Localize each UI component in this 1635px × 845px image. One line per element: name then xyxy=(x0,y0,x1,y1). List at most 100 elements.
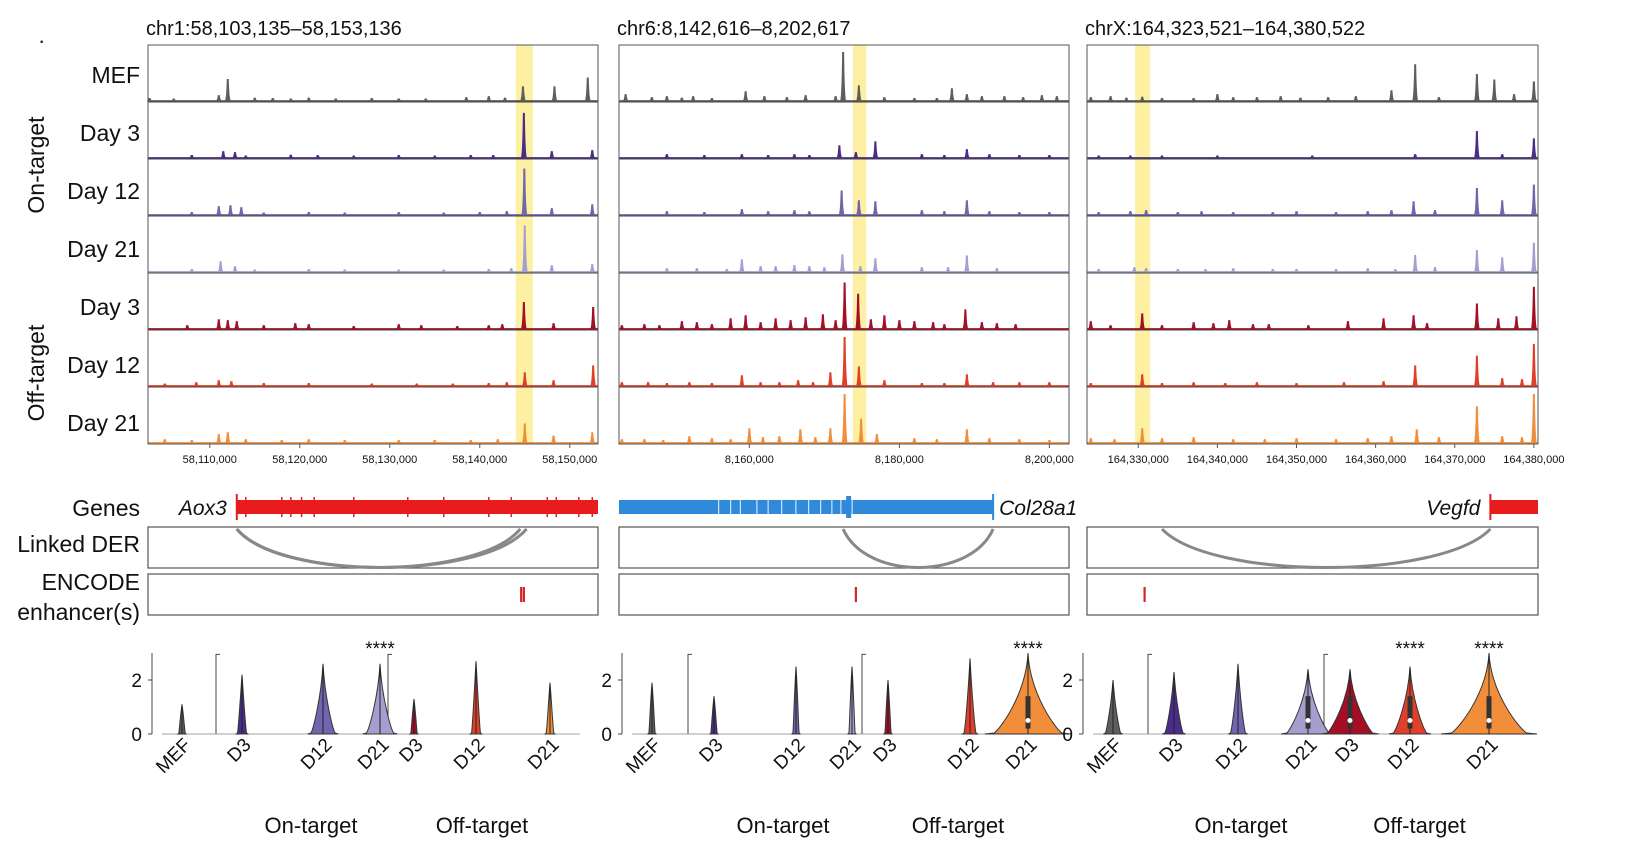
chart-panel-1: chr1:58,103,135–58,153,136 58,110,000 58,1… xyxy=(131,18,599,838)
peak-day3-4 xyxy=(260,325,267,329)
violin-group-bracket xyxy=(1147,653,1152,734)
peak-day3-9 xyxy=(418,325,425,329)
peak-day21-16 xyxy=(1530,394,1537,443)
peak-day21-4 xyxy=(1190,437,1197,443)
peak-day3-8 xyxy=(1530,138,1537,158)
peak-mef-16 xyxy=(948,88,955,101)
peak-day12-12 xyxy=(986,211,993,215)
peak-day21-13 xyxy=(550,435,557,443)
peak-day12-3 xyxy=(238,207,245,215)
peak-day3-17 xyxy=(1530,286,1537,329)
x-tick-label: 164,380,000 xyxy=(1503,454,1564,466)
peak-day12-1 xyxy=(193,382,200,386)
peak-day21-12 xyxy=(841,394,848,443)
peak-day21-11 xyxy=(827,428,834,443)
peak-day3-4 xyxy=(1190,322,1197,329)
peak-day21-12 xyxy=(918,267,925,272)
x-tick-label: 164,340,000 xyxy=(1187,454,1248,466)
row-label-off-day12: Day 12 xyxy=(67,352,140,378)
peak-mef-15 xyxy=(520,86,526,101)
peak-day3-10 xyxy=(1345,321,1351,329)
violin-category-label: D12 xyxy=(450,735,489,774)
peak-mef-16 xyxy=(551,86,558,101)
peak-day3-6 xyxy=(836,145,843,158)
peak-day21-9 xyxy=(839,254,846,272)
group-label-off-target: Off-target xyxy=(23,324,49,421)
violin-median xyxy=(1486,718,1492,723)
peak-day12-13 xyxy=(590,365,597,386)
peak-day21-8 xyxy=(776,436,783,443)
tracks-frame xyxy=(618,44,1070,445)
peak-mef-7 xyxy=(761,96,768,101)
peak-mef-18 xyxy=(1511,94,1518,101)
violin-box xyxy=(1486,696,1492,729)
peak-day12-3 xyxy=(686,382,693,386)
peak-day3-11 xyxy=(485,325,492,329)
peak-mef-3 xyxy=(1139,96,1146,101)
peak-day3-21 xyxy=(941,324,948,329)
peak-day21-0 xyxy=(161,439,168,443)
peak-day3-6 xyxy=(727,318,734,329)
peak-day3-15 xyxy=(855,293,862,329)
peak-mef-22 xyxy=(1053,96,1060,101)
peak-day21-13 xyxy=(1473,406,1480,443)
peak-day21-1 xyxy=(1111,439,1118,443)
peak-mef-14 xyxy=(1412,64,1419,101)
violin-group-label: Off-target xyxy=(436,813,529,838)
violin-box xyxy=(1025,696,1031,729)
peak-mef-1 xyxy=(1107,96,1114,101)
peak-mef-13 xyxy=(485,96,492,101)
gene-body xyxy=(619,500,994,514)
peak-day3-23 xyxy=(978,322,985,329)
peak-day21-2 xyxy=(1143,268,1150,272)
peak-day21-11 xyxy=(1412,254,1419,272)
violin-box xyxy=(1407,696,1413,729)
violin-category-label: MEF xyxy=(152,735,195,778)
linked-der-arc xyxy=(235,528,528,569)
linked-der-arc xyxy=(841,528,995,569)
peak-day3-0 xyxy=(618,325,625,329)
peak-day3-15 xyxy=(590,306,597,329)
peak-day3-1 xyxy=(641,324,648,329)
peak-day12-10 xyxy=(1473,355,1480,386)
peak-day12-9 xyxy=(1364,211,1371,215)
peak-mef-12 xyxy=(463,97,470,101)
linked-der-arc xyxy=(1160,527,1492,569)
peak-day3-0 xyxy=(663,154,670,158)
peak-day21-13 xyxy=(858,418,865,443)
violin-significance: **** xyxy=(1013,639,1043,660)
peak-mef-0 xyxy=(1087,97,1094,101)
peak-day12-17 xyxy=(990,382,997,386)
x-tick-label: 8,160,000 xyxy=(725,454,774,466)
peak-day12-2 xyxy=(1143,210,1150,215)
x-tick-label: 58,110,000 xyxy=(183,454,237,466)
tracks-frame xyxy=(147,44,599,445)
peak-day3-5 xyxy=(708,324,715,329)
peak-day21-3 xyxy=(224,432,231,443)
peak-day3-13 xyxy=(520,302,527,329)
peak-mef-19 xyxy=(1530,81,1537,101)
peak-day12-0 xyxy=(618,382,625,386)
peak-day21-1 xyxy=(217,261,224,272)
peak-mef-21 xyxy=(1038,95,1045,101)
peak-mef-18 xyxy=(978,96,985,101)
peak-day21-8 xyxy=(821,267,828,272)
peak-day21-15 xyxy=(1519,437,1525,443)
x-tick-label: 58,130,000 xyxy=(362,454,417,466)
peak-day21-1 xyxy=(641,439,648,443)
violin-y-tick-label: 2 xyxy=(601,671,612,692)
peak-day3-0 xyxy=(1087,321,1094,329)
violin-group-label: On-target xyxy=(1195,813,1288,838)
peak-day3-4 xyxy=(693,322,700,329)
violin-category-label: D12 xyxy=(1212,735,1251,774)
peak-day21-6 xyxy=(791,265,798,272)
peak-day21-1 xyxy=(693,268,700,272)
violin-group-bracket xyxy=(215,653,220,734)
peak-day12-7 xyxy=(1341,382,1347,386)
peak-day21-0 xyxy=(1087,438,1094,443)
peak-mef-8 xyxy=(783,97,790,101)
violin-group-label: On-target xyxy=(265,813,358,838)
peak-day21-14 xyxy=(1499,436,1506,443)
peak-day21-11 xyxy=(548,265,555,272)
highlight-band xyxy=(1135,45,1151,444)
